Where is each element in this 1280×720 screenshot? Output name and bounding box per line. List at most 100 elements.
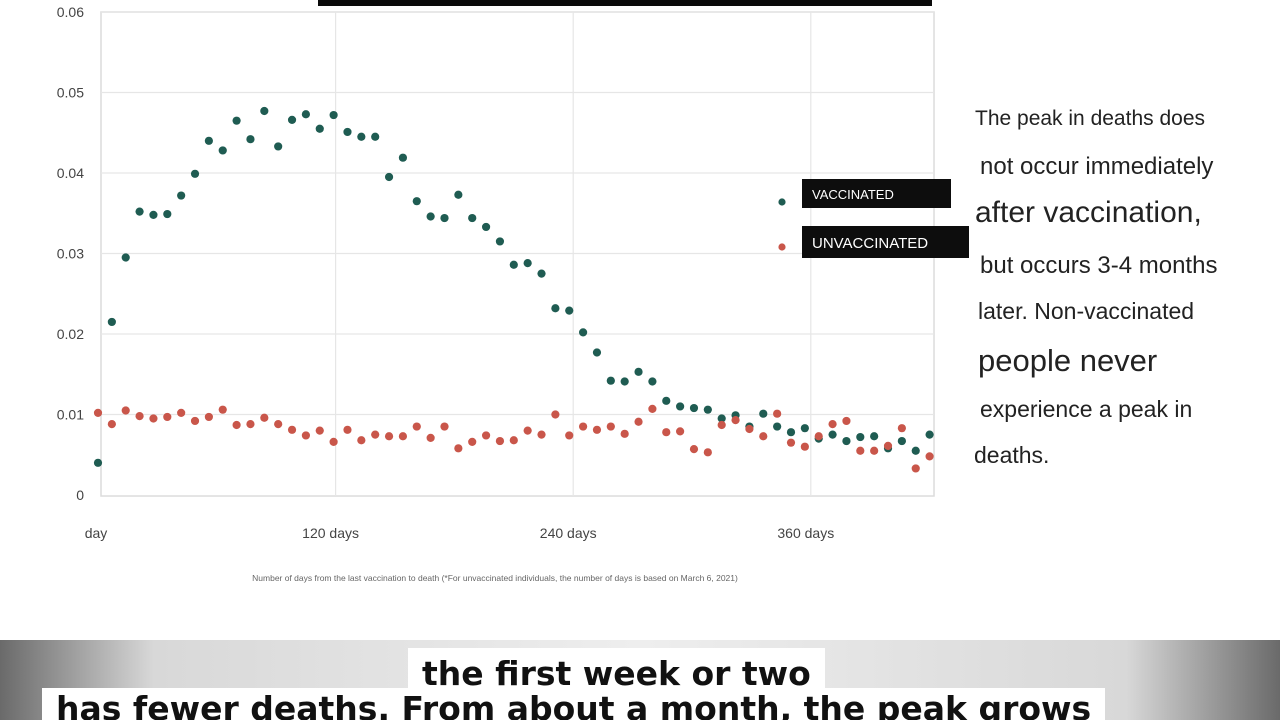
data-point-unvaccinated [925,452,934,461]
data-point-unvaccinated [759,432,768,441]
data-point-unvaccinated [537,430,546,439]
y-tick-label: 0.02 [57,326,84,342]
data-point-unvaccinated [883,441,893,450]
data-point-vaccinated [620,377,629,386]
data-point-unvaccinated [731,416,740,425]
data-point-unvaccinated [135,412,144,421]
data-point-unvaccinated [398,432,408,441]
data-point-vaccinated [343,127,352,137]
data-point-unvaccinated [149,414,158,423]
data-point-unvaccinated [343,425,352,434]
data-point-vaccinated [440,213,449,223]
data-point-unvaccinated [481,431,491,440]
data-point-vaccinated [856,432,865,442]
data-point-vaccinated [606,376,615,385]
data-point-vaccinated [260,106,269,116]
data-point-unvaccinated [329,437,338,446]
data-point-unvaccinated [315,426,324,435]
y-tick-label: 0.01 [57,407,84,423]
data-point-vaccinated [177,191,186,200]
data-point-vaccinated [759,409,768,418]
data-point-vaccinated [163,209,172,219]
x-tick-label: day [85,525,108,541]
data-point-unvaccinated [468,437,477,446]
subtitle-bar: the first week or two has fewer deaths. … [0,640,1280,720]
data-point-unvaccinated [274,420,283,429]
data-point-vaccinated [495,237,505,246]
x-axis: day 120 days 240 days 360 days [85,525,835,541]
data-point-vaccinated [551,304,560,313]
data-point-unvaccinated [579,422,588,431]
data-point-unvaccinated [620,429,629,438]
data-point-unvaccinated [218,405,227,414]
data-point-vaccinated [523,259,532,268]
x-tick-label: 360 days [777,525,834,541]
data-point-vaccinated [870,432,879,441]
data-point-unvaccinated [648,404,657,413]
data-point-vaccinated [398,153,408,162]
data-point-unvaccinated [107,420,116,429]
data-point-unvaccinated [606,422,615,431]
data-point-vaccinated [232,116,241,125]
annotation-line: later. Non-vaccinated [978,298,1195,324]
data-point-vaccinated [384,172,394,182]
data-point-unvaccinated [786,438,796,447]
y-tick-label: 0.04 [57,165,84,181]
data-point-vaccinated [689,403,699,413]
top-redaction-bar [318,0,932,6]
data-point-unvaccinated [260,413,269,422]
data-point-unvaccinated [814,432,823,441]
data-point-vaccinated [579,328,588,337]
data-point-vaccinated [565,306,574,315]
legend-label-vaccinated: VACCINATED [812,187,894,202]
data-point-vaccinated [454,190,463,199]
data-point-unvaccinated [287,425,297,434]
data-point-vaccinated [925,430,934,439]
data-point-unvaccinated [689,445,699,454]
grid [101,11,934,496]
data-point-unvaccinated [703,448,712,457]
data-point-unvaccinated [495,436,505,446]
data-point-unvaccinated [509,436,518,445]
data-point-unvaccinated [93,408,103,417]
annotation-line: experience a peak in [980,396,1193,422]
data-point-vaccinated [773,422,782,431]
data-point-unvaccinated [856,446,865,455]
data-point-unvaccinated [412,422,421,431]
data-point-unvaccinated [246,420,255,429]
data-point-vaccinated [717,414,726,423]
data-point-vaccinated [481,222,491,232]
annotation-line: The peak in deaths does [975,107,1205,130]
data-point-vaccinated [537,269,546,278]
data-point-vaccinated [329,110,338,120]
y-tick-label: 0.06 [57,4,84,20]
x-tick-label: 120 days [302,525,359,541]
data-point-unvaccinated [800,442,809,451]
data-point-vaccinated [468,213,477,223]
y-tick-label: 0.03 [57,246,84,262]
data-point-vaccinated [121,253,130,262]
data-point-vaccinated [287,115,297,124]
data-point-vaccinated [828,430,837,439]
legend-label-box-vaccinated [802,179,951,208]
y-axis: 0 0.01 0.02 0.03 0.04 0.05 0.06 [57,4,84,503]
data-point-vaccinated [412,197,421,206]
data-point-unvaccinated [190,416,200,426]
data-point-vaccinated [800,424,809,433]
data-point-vaccinated [911,446,920,455]
data-point-unvaccinated [357,436,366,445]
data-point-unvaccinated [745,424,754,434]
data-point-vaccinated [93,458,103,467]
data-point-unvaccinated [121,406,130,415]
data-point-unvaccinated [371,430,380,439]
data-point-unvaccinated [523,426,532,435]
data-point-vaccinated [246,135,255,144]
y-tick-label: 0 [76,487,84,503]
data-point-vaccinated [676,402,685,411]
chart: 0 0.01 0.02 0.03 0.04 0.05 0.06 day 120 days 240… [57,0,969,583]
annotation-line: but occurs 3-4 months [980,252,1218,279]
data-point-unvaccinated [676,427,685,436]
data-point-vaccinated [149,210,158,219]
data-point-unvaccinated [842,416,851,426]
legend-label-unvaccinated: UNVACCINATED [812,235,928,252]
